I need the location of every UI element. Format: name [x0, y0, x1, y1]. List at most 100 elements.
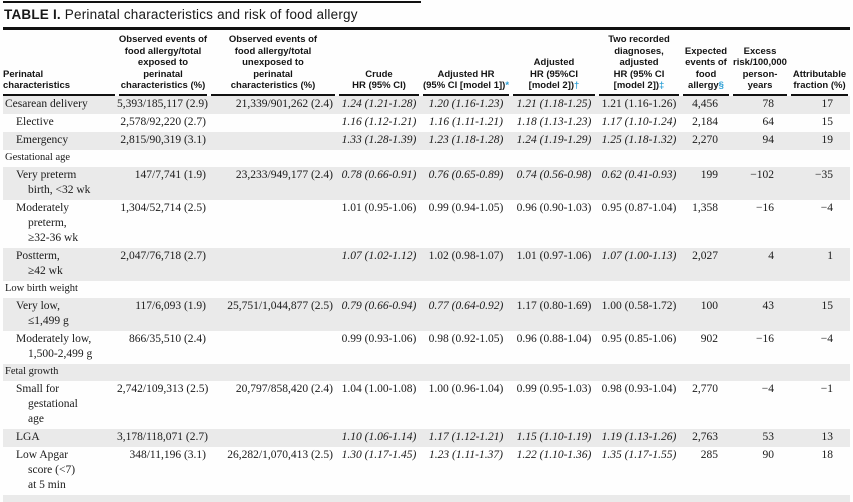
col-header-text: Observed events of food allergy/total ex…: [118, 34, 208, 91]
cell-m2: 0.99 (0.95-1.03): [516, 383, 592, 395]
cell-crude: 0.79 (0.66-0.94): [341, 300, 417, 312]
row-label: LGA: [16, 431, 40, 443]
cell-unexposed: [209, 331, 337, 364]
col-header-attributable-fraction: Attributable fraction (%): [789, 30, 850, 96]
cell-attrib: 19: [821, 134, 834, 146]
table-row: Elective 2,578/92,220 (2.7) 1.16 (1.12-1.2…: [3, 114, 850, 132]
cell-m1: 1.17 (1.12-1.21): [428, 431, 504, 443]
col-header-text: Adjusted HR (95% CI [model 1]): [422, 68, 506, 92]
cell-two: 0.62 (0.41-0.93): [601, 169, 677, 181]
cell-crude: 1.33 (1.28-1.39): [341, 134, 417, 146]
cell-attrib: 15: [821, 300, 834, 312]
row-label: Moderately preterm, ≥32-36 wk: [16, 202, 79, 244]
col-header-text: Adjusted HR (95%CI [model 2]): [528, 57, 579, 91]
cell-two: 0.95 (0.87-1.04): [601, 202, 677, 214]
col-header-adjusted-hr-model1: Adjusted HR (95% CI [model 1])*: [421, 30, 511, 96]
col-header-text: Two recorded diagnoses, adjusted HR (95%…: [608, 34, 670, 91]
cell-expected: 1,358: [692, 202, 718, 214]
cell-attrib: −1: [820, 383, 833, 395]
cell-crude: 1.04 (1.00-1.08): [341, 383, 417, 395]
cell-m2: 0.74 (0.56-0.98): [516, 169, 592, 181]
cell-crude: 1.30 (1.17-1.45): [341, 449, 417, 461]
cell-m2: 1.18 (1.13-1.23): [516, 116, 592, 128]
table-row: LGA 3,178/118,071 (2.7) 1.10 (1.06-1.14) 1.…: [3, 428, 850, 447]
cell-attrib: 15: [821, 116, 834, 128]
table-number: TABLE I.: [4, 7, 61, 22]
cell-crude: 1.10 (1.06-1.14): [341, 431, 417, 443]
table-row: Postterm, ≥42 wk 2,047/76,718 (2.7) 1.07 (1…: [3, 247, 850, 281]
cell-excess: 64: [762, 116, 775, 128]
cell-crude: 1.16 (1.12-1.21): [341, 116, 417, 128]
cell-exposed: 2,047/76,718 (2.7): [120, 250, 206, 262]
cell-m2: 1.01 (0.97-1.06): [516, 250, 592, 262]
footnote-mark-dagger: †: [574, 80, 580, 91]
table-row: Emergency 2,815/90,319 (3.1) 1.33 (1.28-1.…: [3, 131, 850, 150]
cell-exposed: 348/11,196 (3.1): [129, 449, 206, 461]
cell-expected: 2,763: [692, 431, 718, 443]
cell-crude: 1.07 (1.02-1.12): [341, 250, 417, 262]
cell-unexposed: [209, 429, 337, 447]
table-row: Cesarean delivery 5,393/185,117 (2.9) 21,3…: [3, 95, 850, 114]
row-label: Moderately low, 1,500-2,499 g: [16, 333, 93, 360]
cell-expected: 285: [700, 449, 718, 461]
cell-expected: 199: [700, 169, 718, 181]
cell-attrib: −4: [820, 202, 833, 214]
row-label: Low Apgar score (<7) at 5 min: [16, 449, 76, 491]
cell-attrib: −4: [820, 333, 833, 345]
col-header-adjusted-hr-model2: Adjusted HR (95%CI [model 2])†: [511, 30, 597, 96]
title-rule: [3, 27, 850, 30]
cell-two: 1.00 (0.58-1.72): [601, 300, 677, 312]
cell-excess: 78: [762, 98, 775, 110]
cell-unexposed: 25,751/1,044,877 (2.5): [227, 300, 333, 312]
cell-m2: 1.21 (1.18-1.25): [516, 98, 592, 110]
col-header-expected-events: Expected events of food allergy§: [681, 30, 731, 96]
cell-m1: 0.99 (0.94-1.05): [428, 202, 504, 214]
cell-expected: 100: [700, 300, 718, 312]
cell-unexposed: 26,282/1,070,413 (2.5): [227, 449, 333, 461]
cell-attrib: 18: [821, 449, 834, 461]
table-caption: Perinatal characteristics and risk of fo…: [60, 7, 358, 22]
col-header-observed-unexposed: Observed events of food allergy/total un…: [209, 30, 337, 96]
table-row: Small for gestational age 2,742/109,313 (2.…: [3, 381, 850, 429]
cell-two: 1.07 (1.00-1.13): [601, 250, 677, 262]
cell-exposed: 2,578/92,220 (2.7): [120, 116, 206, 128]
col-header-text: Perinatal characteristics: [3, 68, 71, 92]
cell-m2: 1.17 (0.80-1.69): [516, 300, 592, 312]
cell-excess: −102: [750, 169, 774, 181]
cell-excess: 43: [762, 300, 775, 312]
row-label: Elective: [16, 116, 54, 128]
cell-expected: 4,456: [692, 98, 718, 110]
table-title: TABLE I. Perinatal characteristics and r…: [3, 3, 850, 27]
section-label: Gestational age: [5, 152, 71, 163]
header-row: Perinatal characteristics Observed event…: [3, 30, 850, 96]
col-header-crude-hr: Crude HR (95% CI): [337, 30, 421, 96]
cell-m1: 1.16 (1.11-1.21): [429, 116, 503, 128]
row-label: Very preterm birth, <32 wk: [16, 169, 91, 196]
row-label: Very low, ≤1,499 g: [16, 300, 69, 327]
section-label: Low birth weight: [5, 283, 78, 294]
cell-expected: 2,770: [692, 383, 718, 395]
cell-exposed: 2,815/90,319 (3.1): [120, 134, 206, 146]
cell-m2: 1.24 (1.19-1.29): [516, 134, 592, 146]
col-header-text: Crude HR (95% CI): [352, 68, 406, 92]
cell-exposed: 1,304/52,714 (2.5): [120, 202, 206, 214]
cell-two: 1.35 (1.17-1.55): [601, 449, 677, 461]
table-row: Very preterm birth, <32 wk 147/7,741 (1.9)…: [3, 166, 850, 200]
cell-excess: −16: [756, 333, 774, 345]
cell-unexposed: 20,797/858,420 (2.4): [235, 383, 333, 395]
cell-expected: 902: [700, 333, 718, 345]
col-header-text: Attributable fraction (%): [792, 68, 847, 92]
footnote-mark-section-sign: §: [718, 80, 724, 91]
cell-unexposed: [209, 114, 337, 132]
cell-m1: 1.00 (0.96-1.04): [428, 383, 504, 395]
cell-m1: 0.76 (0.65-0.89): [428, 169, 504, 181]
cell-two: 0.98 (0.93-1.04): [601, 383, 677, 395]
cell-m2: 1.15 (1.10-1.19): [516, 431, 592, 443]
cell-two: 1.17 (1.10-1.24): [601, 116, 677, 128]
cell-m1: 0.98 (0.92-1.05): [428, 333, 504, 345]
cell-m1: 1.23 (1.18-1.28): [428, 134, 504, 146]
cell-attrib: 13: [821, 431, 834, 443]
cell-exposed: 3,178/118,071 (2.7): [117, 431, 208, 443]
cell-crude: 0.78 (0.66-0.91): [341, 169, 417, 181]
